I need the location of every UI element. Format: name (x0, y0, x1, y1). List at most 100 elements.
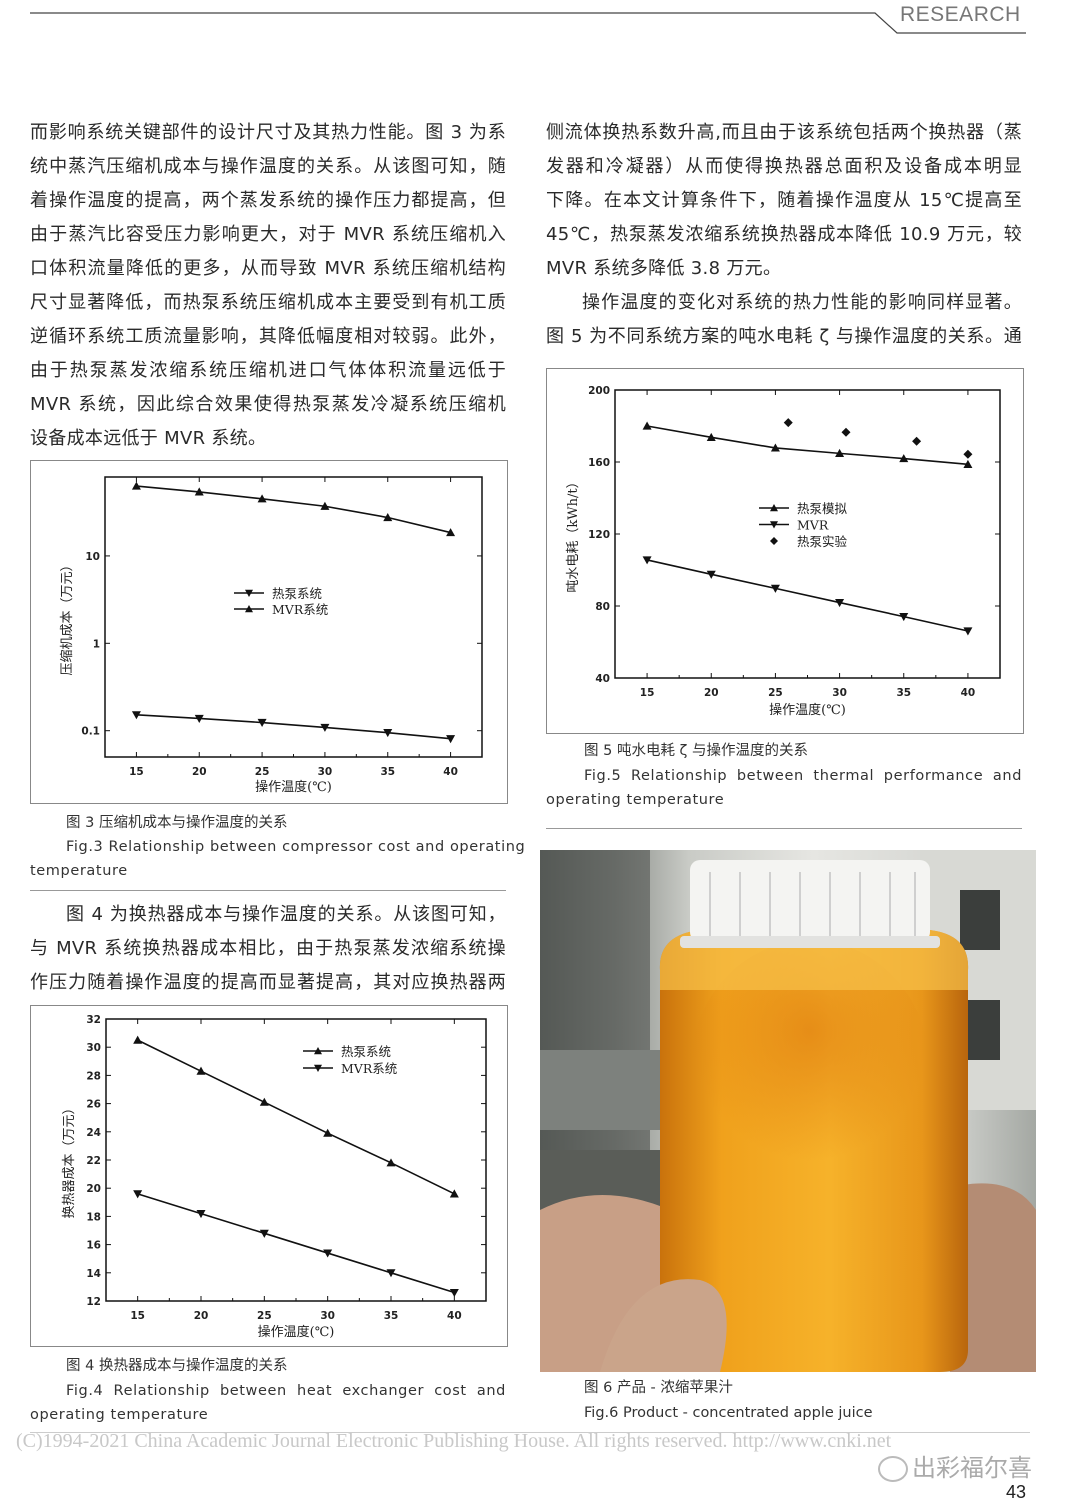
paragraph-line: 45℃，热泵蒸发浓缩系统换热器成本降低 10.9 万元，较 (546, 224, 1022, 245)
data-point (196, 1209, 206, 1219)
series-line (646, 559, 969, 632)
product-photo-apple-juice-jar (540, 850, 1036, 1372)
wechat-watermark: 出彩福尔喜 (878, 1448, 1032, 1483)
divider (546, 828, 1022, 829)
data-point (131, 481, 141, 490)
footer-divider (30, 1432, 1030, 1433)
series-1 (131, 711, 456, 744)
data-point (257, 494, 267, 503)
data-point (133, 1190, 143, 1199)
data-point (386, 1158, 396, 1167)
data-point (783, 418, 793, 428)
figure-4-caption-en-cont: operating temperature (30, 1407, 209, 1423)
wechat-icon (878, 1456, 908, 1482)
paragraph-line: 侧流体换热系数升高,而且由于该系统包括两个换热器（蒸 (546, 122, 1022, 143)
figure-4-caption-en: Fig.4 Relationship between heat exchange… (66, 1383, 506, 1399)
x-tick-label: 40 (447, 1310, 462, 1322)
paragraph-line: 与 MVR 系统换热器成本相比，由于热泵蒸发浓缩系统操 (30, 938, 506, 959)
x-tick-label: 20 (192, 766, 207, 778)
series-3 (783, 418, 973, 459)
data-point (449, 1189, 459, 1198)
figure-4-svg: 15 20 25 30 35 40 12 14 16 18 20 22 24 26 28 30 32 操作温度(℃… (62, 1014, 487, 1340)
y-tick-label: 12 (86, 1296, 101, 1308)
data-point (257, 718, 267, 728)
figure-6-caption-cn: 图 6 产品 - 浓缩苹果汁 (584, 1380, 733, 1396)
x-tick-label: 20 (194, 1310, 209, 1322)
x-axis-label: 操作温度(℃) (255, 779, 332, 795)
legend-marker (314, 1047, 322, 1055)
data-point (194, 487, 204, 496)
x-tick-label: 30 (320, 1310, 335, 1322)
y-tick-label: 16 (86, 1240, 101, 1252)
data-point (196, 1066, 206, 1075)
figure-6-caption-en: Fig.6 Product - concentrated apple juice (584, 1405, 873, 1421)
figure-5-caption-en-cont: operating temperature (546, 792, 725, 808)
data-point (449, 1288, 459, 1298)
data-point (963, 449, 973, 459)
paragraph-line: 着操作温度的提高，两个蒸发系统的操作压力都提高，但 (30, 190, 506, 211)
divider (30, 890, 506, 891)
y-tick-label: 160 (588, 457, 610, 469)
y-tick-label: 26 (86, 1099, 101, 1111)
photo-illustration (540, 850, 1036, 1372)
data-point (899, 454, 909, 463)
legend-marker (770, 537, 778, 545)
y-tick-label: 40 (595, 673, 610, 685)
data-point (706, 432, 716, 441)
wechat-account-name: 出彩福尔喜 (912, 1454, 1032, 1482)
data-point (131, 711, 141, 720)
series-2 (133, 1190, 459, 1298)
legend-marker (245, 605, 253, 613)
data-point (912, 436, 922, 446)
data-point (835, 598, 845, 608)
data-point (642, 421, 652, 430)
data-point (259, 1097, 269, 1106)
legend-marker (770, 521, 778, 529)
figure-3-caption-en: Fig.3 Relationship between compressor co… (66, 839, 526, 855)
paragraph-line: 口体积流量降低的更多，从而导致 MVR 系统压缩机结构 (30, 258, 506, 279)
series-line (137, 1193, 455, 1294)
y-tick-label: 120 (588, 529, 610, 541)
legend-label: MVR (797, 518, 829, 533)
paragraph-line: 尺寸显著降低，而热泵系统压缩机成本主要受到有机工质 (30, 292, 506, 313)
y-tick-label: 200 (588, 385, 610, 397)
x-tick-label: 35 (384, 1310, 399, 1322)
data-point (133, 1035, 143, 1044)
figure-3-svg: 15 20 25 30 35 40 0.1 1 10 操作温度(℃) 压缩机成本（万元） 热泵系统MV… (59, 476, 483, 795)
x-axis-label: 操作温度(℃) (769, 702, 846, 718)
figure-5-chart: 15 20 25 30 35 40 40 80 120 160 200 操作温度(℃) 吨水电耗（kWh… (546, 368, 1024, 734)
legend-label: 热泵系统 (272, 586, 322, 601)
series-line (646, 425, 968, 466)
legend-label: 热泵实验 (797, 534, 848, 549)
paragraph-line: 设备成本远低于 MVR 系统。 (30, 428, 267, 449)
x-tick-label: 25 (257, 1310, 272, 1322)
legend-marker (245, 589, 253, 597)
paragraph-line: 逆循环系统工质流量影响，其降低幅度相对较弱。此外， (30, 326, 506, 347)
paragraph-line: 下降。在本文计算条件下，随着操作温度从 15℃提高至 (546, 190, 1022, 211)
legend-label: 热泵模拟 (797, 501, 848, 516)
data-point (320, 723, 330, 732)
data-point (194, 714, 204, 723)
paragraph-line: 而影响系统关键部件的设计尺寸及其热力性能。图 3 为系 (30, 122, 506, 143)
y-tick-label: 32 (86, 1014, 101, 1026)
data-point (259, 1229, 269, 1238)
data-point (320, 501, 330, 510)
paragraph-line: MVR 系统多降低 3.8 万元。 (546, 258, 782, 279)
legend-label: 热泵系统 (341, 1044, 391, 1059)
x-tick-label: 20 (704, 687, 719, 699)
y-tick-label: 10 (85, 551, 100, 563)
data-point (963, 459, 973, 468)
data-point (835, 448, 845, 457)
x-tick-label: 25 (768, 687, 783, 699)
x-tick-label: 40 (961, 687, 976, 699)
series-2 (642, 556, 973, 636)
paragraph-line: MVR 系统，因此综合效果使得热泵蒸发冷凝系统压缩机 (30, 394, 506, 415)
x-tick-label: 15 (129, 766, 144, 778)
data-point (963, 627, 973, 636)
paragraph-line: 图 5 为不同系统方案的吨水电耗 ζ 与操作温度的关系。通 (546, 326, 1022, 347)
x-tick-label: 30 (832, 687, 847, 699)
paragraph-line: 操作温度的变化对系统的热力性能的影响同样显著。 (582, 292, 1022, 313)
data-point (446, 735, 456, 744)
paragraph-line: 发器和冷凝器）从而使得换热器总面积及设备成本明显 (546, 156, 1022, 177)
data-point (383, 729, 393, 738)
